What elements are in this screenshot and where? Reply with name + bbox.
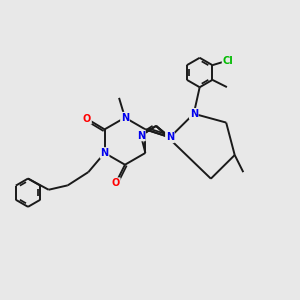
Text: N: N <box>137 130 145 140</box>
Text: N: N <box>166 132 174 142</box>
Text: Cl: Cl <box>223 56 233 65</box>
Text: N: N <box>100 148 109 158</box>
Text: N: N <box>190 109 198 119</box>
Text: N: N <box>121 112 129 123</box>
Text: O: O <box>83 114 91 124</box>
Text: O: O <box>112 178 120 188</box>
